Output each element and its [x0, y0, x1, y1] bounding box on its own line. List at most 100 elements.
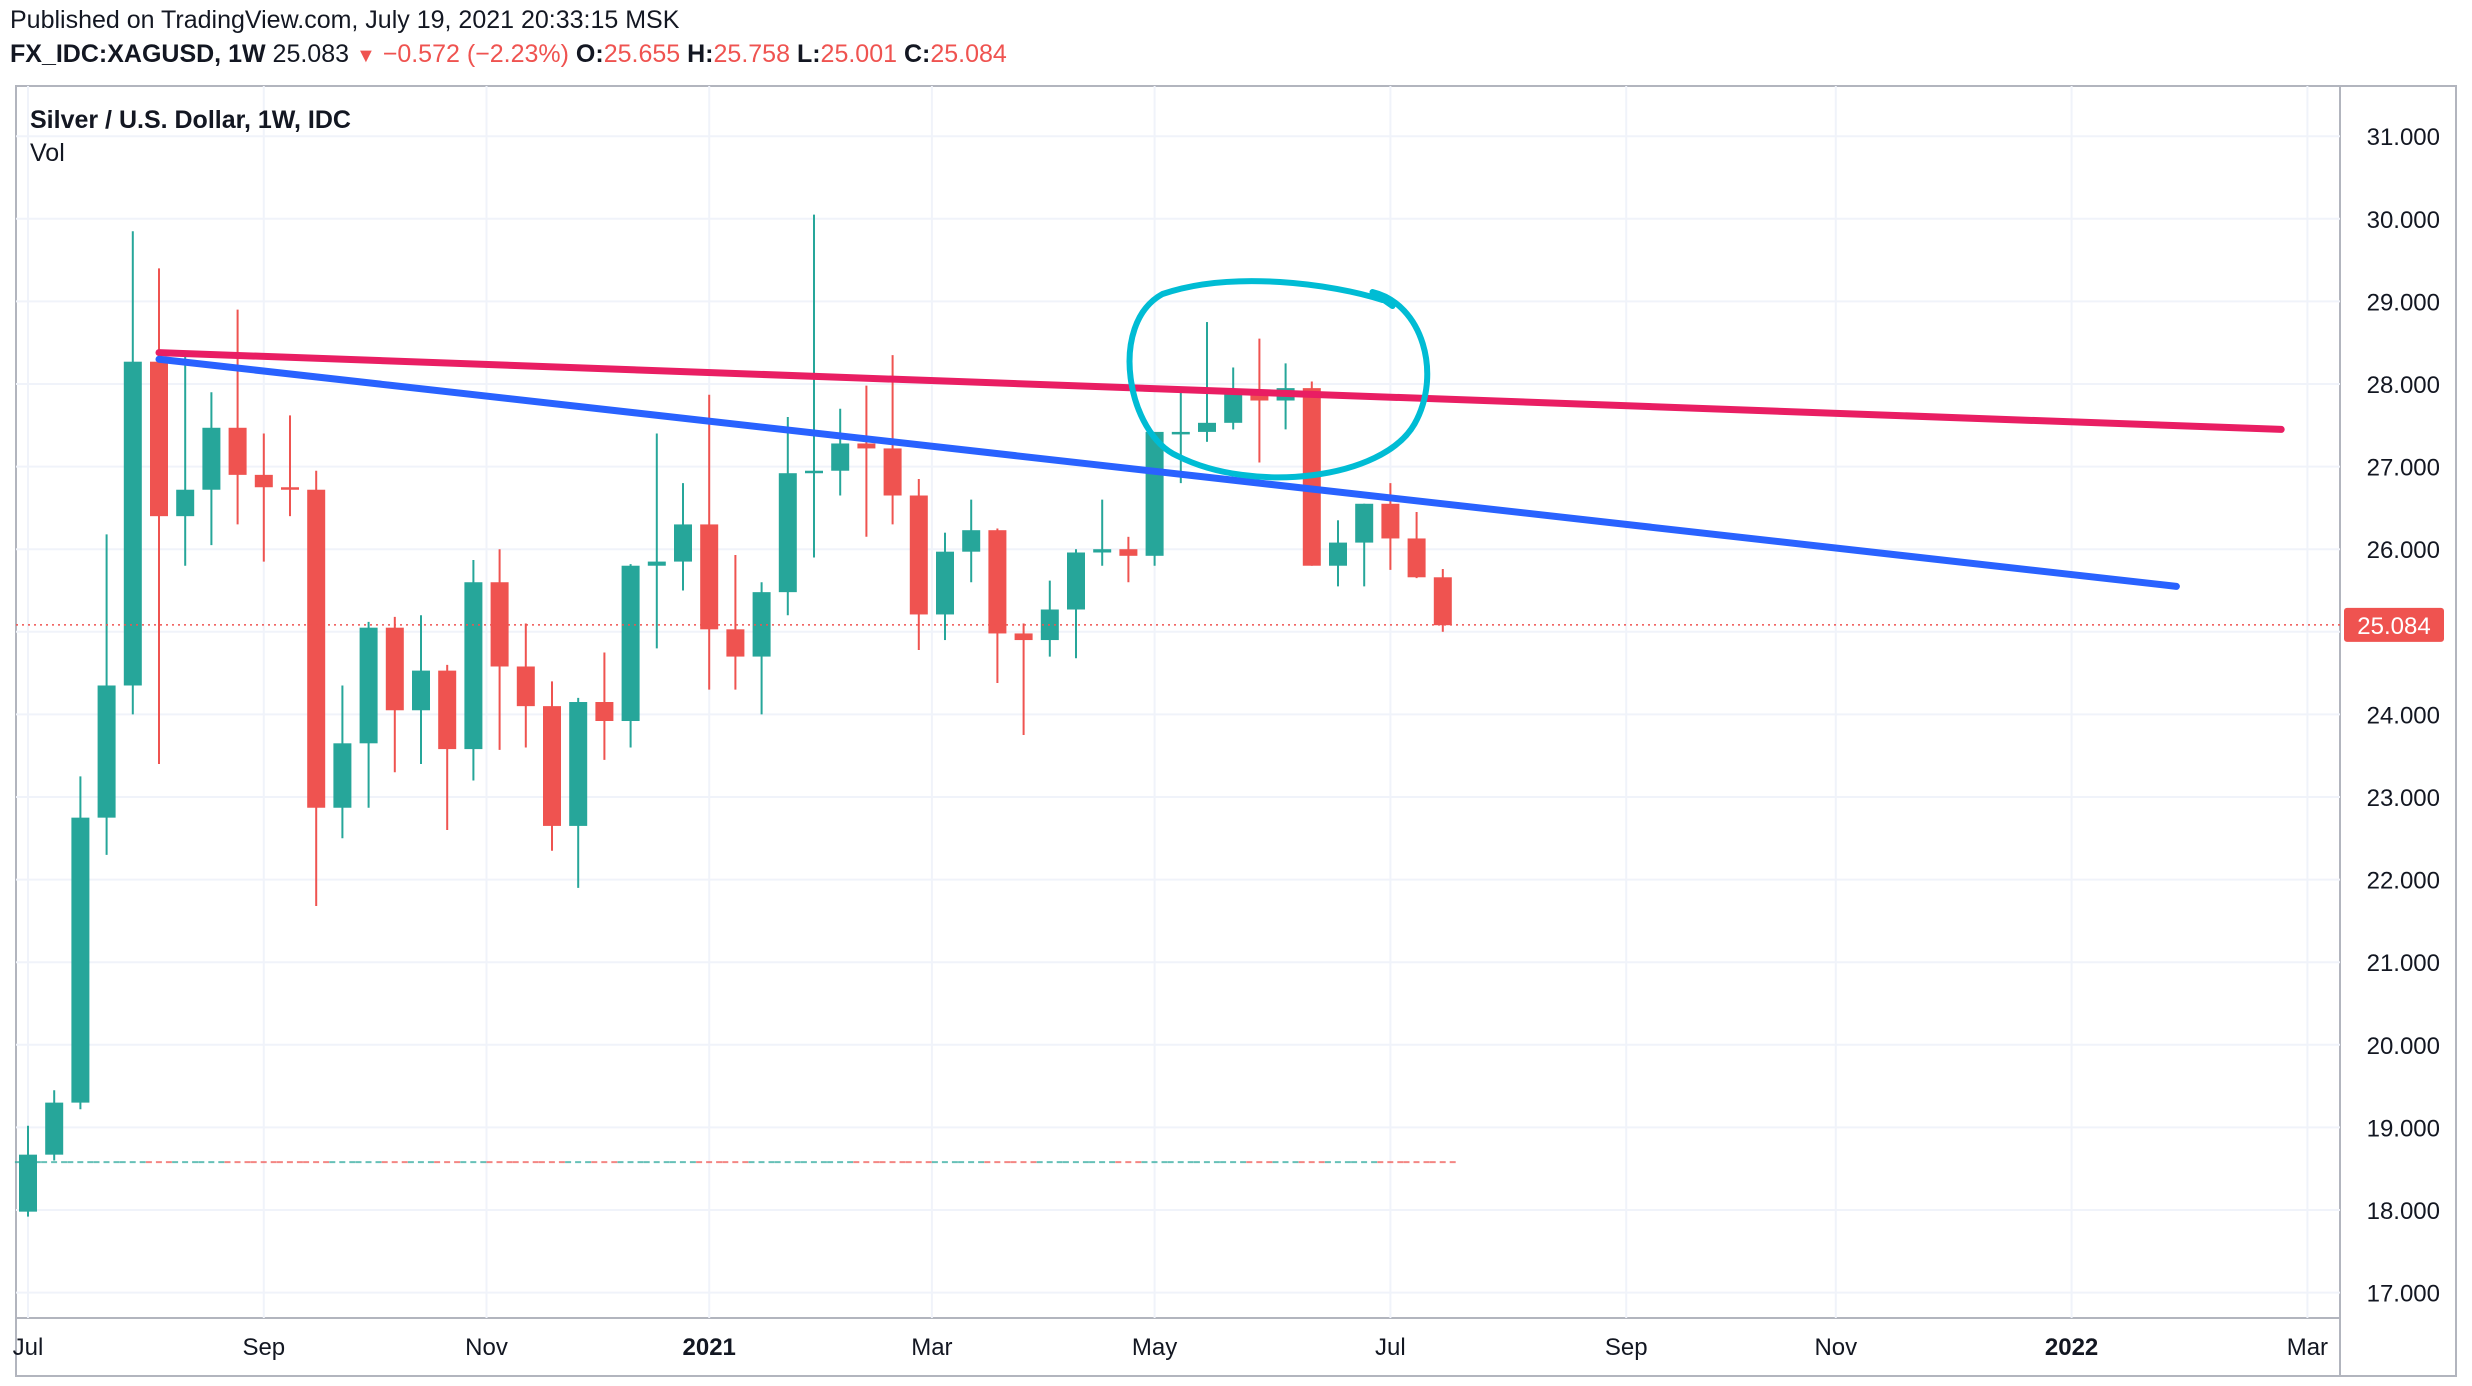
candle-body — [1171, 431, 1190, 435]
y-tick-label: 21.000 — [2367, 950, 2440, 977]
open-value: 25.655 — [603, 40, 681, 68]
low-value: 25.001 — [820, 40, 898, 68]
candle[interactable] — [1433, 569, 1452, 632]
candle[interactable] — [97, 534, 116, 855]
candle-body — [385, 627, 404, 711]
candle[interactable] — [726, 554, 745, 690]
resistance-line[interactable] — [155, 349, 2285, 433]
candle-body — [202, 427, 221, 490]
candle[interactable] — [936, 532, 954, 641]
open-label: O: — [575, 40, 604, 68]
published-note: Published on TradingView.com, July 19, 2… — [10, 6, 680, 34]
candle[interactable] — [1040, 580, 1059, 657]
candle[interactable] — [281, 415, 299, 517]
chart-legend-title: Silver / U.S. Dollar, 1W, IDC — [30, 106, 351, 134]
candle-body — [883, 448, 902, 496]
candle[interactable] — [962, 499, 981, 583]
candle[interactable] — [752, 582, 771, 715]
candle[interactable] — [831, 408, 850, 496]
candle-body — [254, 474, 273, 488]
candle[interactable] — [228, 309, 247, 525]
candle[interactable] — [595, 652, 614, 760]
y-tick-label: 20.000 — [2367, 1033, 2440, 1060]
candle[interactable] — [909, 478, 928, 650]
candle[interactable] — [438, 664, 457, 831]
candle[interactable] — [778, 417, 797, 616]
candle[interactable] — [988, 528, 1007, 684]
candle-body — [595, 702, 614, 722]
candle[interactable] — [490, 549, 509, 750]
x-tick-label: Sep — [242, 1334, 285, 1361]
candle[interactable] — [385, 616, 404, 773]
candle[interactable] — [1119, 536, 1138, 583]
candle-body — [700, 524, 719, 630]
chart-frame — [15, 85, 2457, 1377]
candle[interactable] — [333, 685, 352, 839]
candle[interactable] — [412, 615, 430, 764]
candle[interactable] — [1250, 338, 1269, 463]
candle[interactable] — [700, 394, 719, 690]
candle-body — [831, 443, 850, 471]
candle[interactable] — [1093, 499, 1112, 566]
candle[interactable] — [1145, 431, 1164, 566]
candle[interactable] — [516, 623, 535, 748]
last-price: 25.083 — [272, 40, 350, 68]
trend-line[interactable] — [155, 355, 2180, 590]
candle[interactable] — [1329, 520, 1347, 587]
candle[interactable] — [1171, 392, 1190, 484]
candle[interactable] — [45, 1090, 64, 1161]
candle-body — [1014, 633, 1033, 641]
candle[interactable] — [307, 470, 326, 907]
candle[interactable] — [1224, 367, 1243, 430]
candle[interactable] — [674, 483, 692, 591]
candle[interactable] — [202, 392, 221, 546]
candle[interactable] — [569, 697, 588, 888]
candle-body — [778, 473, 797, 593]
candle[interactable] — [543, 681, 561, 851]
candle-body — [176, 489, 195, 517]
candle-body — [45, 1102, 64, 1155]
x-tick-label: May — [1132, 1334, 1177, 1361]
candle[interactable] — [19, 1125, 37, 1217]
candle[interactable] — [1014, 623, 1033, 736]
candle-body — [857, 443, 876, 449]
candle[interactable] — [1067, 549, 1085, 659]
y-tick-label: 30.000 — [2367, 207, 2440, 234]
candle-body — [516, 666, 535, 707]
candle[interactable] — [1407, 512, 1426, 579]
candle[interactable] — [621, 564, 640, 748]
candle[interactable] — [71, 776, 90, 1110]
candle[interactable] — [123, 231, 142, 715]
candle[interactable] — [254, 433, 273, 562]
high-label: H: — [687, 40, 714, 68]
candle[interactable] — [359, 621, 378, 808]
candle[interactable] — [464, 559, 483, 781]
y-tick-label: 18.000 — [2367, 1198, 2440, 1225]
high-value: 25.758 — [713, 40, 790, 68]
candle-body — [97, 685, 116, 818]
candle[interactable] — [805, 214, 823, 558]
candle[interactable] — [1198, 322, 1216, 442]
x-tick-label: Nov — [465, 1334, 508, 1361]
x-tick-label: Jul — [13, 1334, 44, 1361]
symbol-name: FX_IDC:XAGUSD, 1W — [10, 40, 266, 68]
last-price-label: 25.084 — [2344, 607, 2444, 642]
candle-body — [333, 743, 352, 808]
candle[interactable] — [647, 433, 666, 649]
y-tick-label: 27.000 — [2367, 455, 2440, 482]
candle-body — [1067, 552, 1085, 610]
candle[interactable] — [176, 350, 195, 566]
candle-body — [647, 561, 666, 566]
candle-body — [543, 706, 561, 826]
candle[interactable] — [1355, 503, 1374, 587]
candle-body — [438, 670, 457, 750]
circle-annotation[interactable] — [1126, 278, 1431, 481]
candle[interactable] — [150, 268, 168, 764]
candle-body — [359, 627, 378, 744]
candle-body — [569, 702, 588, 826]
y-tick-label: 23.000 — [2367, 785, 2440, 812]
candle[interactable] — [857, 385, 876, 537]
candle-body — [19, 1154, 37, 1212]
candle-body — [805, 470, 823, 474]
